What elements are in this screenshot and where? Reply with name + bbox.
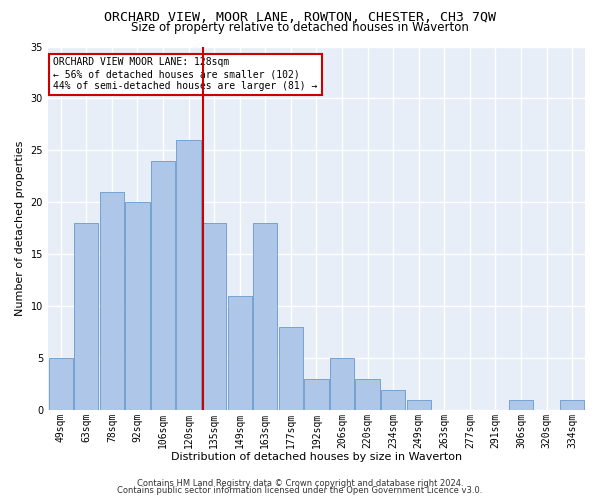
Bar [176,140,201,410]
Bar [227,296,252,410]
Bar [381,390,406,410]
Bar [125,202,149,410]
Bar [560,400,584,410]
Text: ORCHARD VIEW, MOOR LANE, ROWTON, CHESTER, CH3 7QW: ORCHARD VIEW, MOOR LANE, ROWTON, CHESTER… [104,11,496,24]
Text: ORCHARD VIEW MOOR LANE: 128sqm
← 56% of detached houses are smaller (102)
44% of: ORCHARD VIEW MOOR LANE: 128sqm ← 56% of … [53,58,317,90]
X-axis label: Distribution of detached houses by size in Waverton: Distribution of detached houses by size … [171,452,462,462]
Bar [253,223,277,410]
Text: Size of property relative to detached houses in Waverton: Size of property relative to detached ho… [131,22,469,35]
Bar [330,358,354,410]
Bar [151,161,175,410]
Bar [100,192,124,410]
Bar [202,223,226,410]
Bar [74,223,98,410]
Bar [279,327,303,410]
Text: Contains public sector information licensed under the Open Government Licence v3: Contains public sector information licen… [118,486,482,495]
Bar [304,379,329,410]
Bar [509,400,533,410]
Bar [407,400,431,410]
Text: Contains HM Land Registry data © Crown copyright and database right 2024.: Contains HM Land Registry data © Crown c… [137,478,463,488]
Y-axis label: Number of detached properties: Number of detached properties [15,140,25,316]
Bar [49,358,73,410]
Bar [355,379,380,410]
